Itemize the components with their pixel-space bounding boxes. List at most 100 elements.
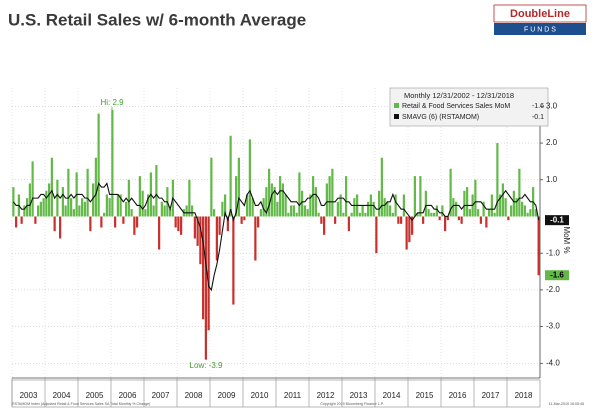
bar: [452, 198, 455, 217]
bar: [413, 176, 416, 217]
bar: [97, 113, 100, 217]
last-value-label: -0.1: [550, 215, 564, 224]
bar: [125, 201, 128, 217]
bar: [323, 216, 326, 235]
bar: [169, 209, 172, 217]
bar: [386, 201, 389, 217]
legend-box: [389, 87, 549, 127]
bar: [232, 216, 235, 305]
bar: [419, 176, 422, 217]
bar: [152, 205, 155, 217]
bar: [515, 198, 518, 217]
average-line: [12, 182, 540, 292]
bar: [479, 216, 482, 224]
bar: [246, 194, 249, 217]
bar: [160, 201, 163, 217]
bar: [103, 212, 106, 217]
bar: [317, 212, 320, 217]
y-tick-label: -2.0: [546, 285, 560, 294]
bar: [147, 194, 150, 217]
legend-label: SMAVG (6) (RSTAMOM): [402, 114, 479, 121]
grid: [11, 88, 540, 378]
bar: [504, 198, 507, 217]
bar: [226, 216, 229, 232]
bar: [279, 176, 282, 217]
bar: [265, 187, 268, 217]
bar: [290, 205, 293, 217]
x-tick-label: 2003: [20, 391, 38, 400]
bar: [23, 205, 26, 217]
bar: [353, 198, 356, 217]
y-tick-label: 2.0: [546, 138, 558, 147]
last-value-label: -1.6: [550, 270, 564, 279]
bar: [199, 216, 202, 265]
bar: [378, 190, 381, 217]
bar: [67, 168, 70, 217]
bar: [537, 216, 540, 276]
y-tick-label: -3.0: [546, 322, 560, 331]
y-tick-label: 3.0: [546, 101, 558, 110]
bar: [490, 194, 493, 217]
bar: [262, 198, 265, 217]
bar: [235, 176, 238, 217]
legend-value: -0.1: [532, 114, 544, 121]
bar: [345, 176, 348, 217]
bar: [301, 190, 304, 217]
lines: [12, 182, 540, 292]
bar: [116, 194, 119, 217]
x-tick-label: 2010: [251, 391, 269, 400]
bar: [380, 157, 383, 217]
bar: [251, 198, 254, 217]
bar: [122, 216, 125, 224]
x-tick-label: 2018: [515, 391, 533, 400]
bar: [397, 216, 400, 224]
bar: [325, 183, 328, 217]
bar: [493, 212, 496, 217]
bar: [221, 201, 224, 217]
bar: [270, 183, 273, 217]
bar: [136, 216, 139, 228]
bar: [501, 183, 504, 217]
bar: [507, 216, 510, 221]
bar: [303, 205, 306, 217]
bar: [12, 187, 15, 217]
x-tick-label: 2017: [482, 391, 500, 400]
bar: [281, 183, 284, 217]
bar: [188, 179, 191, 217]
logo-frame: [493, 4, 587, 23]
bar: [430, 212, 433, 217]
bar: [455, 201, 458, 217]
bar: [314, 187, 317, 217]
bar: [237, 157, 240, 217]
bar: [339, 194, 342, 217]
bar: [460, 216, 463, 224]
bar: [372, 201, 375, 217]
bar: [336, 201, 339, 217]
bar: [210, 157, 213, 217]
bar: [56, 179, 59, 217]
x-tick-label: 2007: [152, 391, 170, 400]
bar: [485, 216, 488, 228]
bar: [521, 201, 524, 217]
bar: [361, 205, 364, 217]
bar: [268, 168, 271, 217]
bar: [207, 216, 210, 331]
bar: [86, 168, 89, 217]
bar: [257, 216, 260, 228]
bar: [512, 190, 515, 217]
bar: [144, 209, 147, 217]
bar: [402, 194, 405, 217]
bar: [389, 205, 392, 217]
legend: Monthly 12/31/2002 - 12/31/2018 Retail &…: [389, 87, 549, 127]
bar: [394, 194, 397, 217]
bar: [31, 161, 34, 217]
logo: DoubleLine F U N D S: [493, 4, 587, 35]
bar: [15, 216, 18, 228]
bar: [457, 216, 460, 221]
bar: [438, 216, 441, 221]
bar: [26, 198, 29, 217]
last-value-box: [545, 215, 569, 226]
bar: [50, 157, 53, 217]
bar: [213, 209, 216, 217]
